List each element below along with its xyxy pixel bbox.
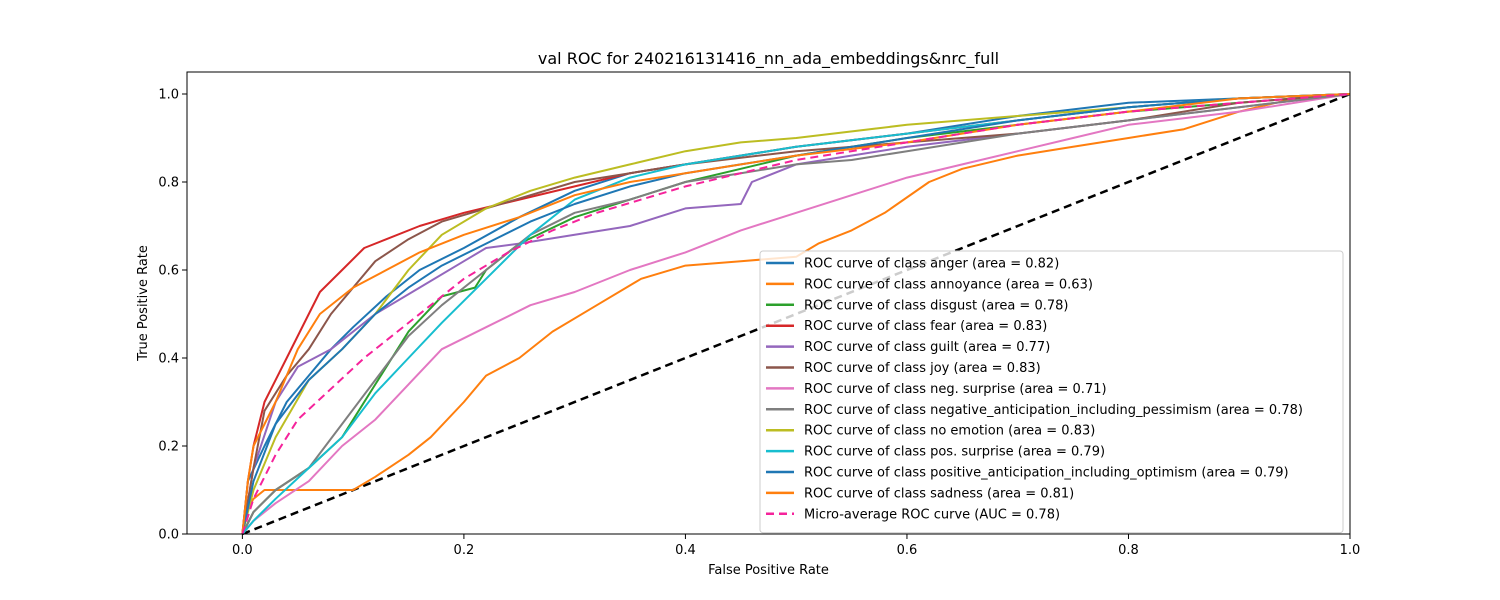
legend-entry-5: ROC curve of class joy (area = 0.83) [804, 361, 1041, 376]
y-tick-label: 0.0 [158, 528, 179, 543]
y-tick-label: 0.4 [158, 352, 179, 367]
x-axis-ticks: 0.0 0.2 0.4 0.6 0.8 1.0 [232, 534, 1360, 558]
x-tick-label: 0.8 [1118, 543, 1139, 558]
x-tick-label: 0.2 [454, 543, 475, 558]
series-line-11 [241, 93, 1351, 535]
series-line-10 [241, 93, 1351, 535]
legend-entry-0: ROC curve of class anger (area = 0.82) [804, 257, 1059, 272]
plot-frame [186, 71, 1351, 535]
legend-entry-7: ROC curve of class negative_anticipation… [804, 403, 1303, 418]
x-tick-label: 0.0 [232, 543, 253, 558]
legend-entry-9: ROC curve of class pos. surprise (area =… [804, 445, 1105, 460]
y-tick-label: 0.8 [158, 176, 179, 191]
legend-entry-1: ROC curve of class annoyance (area = 0.6… [804, 277, 1093, 292]
series-line-6 [241, 93, 1351, 535]
legend: ROC curve of class anger (area = 0.82) RO… [759, 250, 1344, 534]
reference-diagonal-line [241, 92, 1351, 536]
series-line-1 [241, 93, 1351, 535]
x-axis-label: False Positive Rate [708, 563, 829, 578]
y-tick-label: 0.6 [158, 264, 179, 279]
legend-entry-11: ROC curve of class sadness (area = 0.81) [804, 486, 1074, 501]
legend-box [759, 250, 1344, 534]
series-line-0 [241, 93, 1351, 535]
x-tick-label: 0.6 [897, 543, 918, 558]
legend-entry-6: ROC curve of class neg. surprise (area =… [804, 382, 1107, 397]
legend-entry-12: Micro-average ROC curve (AUC = 0.78) [804, 507, 1060, 522]
curves-layer [241, 92, 1351, 536]
x-tick-label: 0.4 [675, 543, 696, 558]
y-tick-label: 0.2 [158, 440, 179, 455]
legend-entry-2: ROC curve of class disgust (area = 0.78) [804, 298, 1068, 313]
legend-entry-3: ROC curve of class fear (area = 0.83) [804, 319, 1047, 334]
series-line-7 [241, 93, 1351, 535]
series-line-12 [241, 93, 1351, 535]
legend-entry-8: ROC curve of class no emotion (area = 0.… [804, 424, 1095, 439]
legend-entry-10: ROC curve of class positive_anticipation… [804, 466, 1289, 481]
x-tick-label: 1.0 [1340, 543, 1361, 558]
y-tick-label: 1.0 [158, 88, 179, 103]
series-line-4 [241, 93, 1351, 535]
y-axis-ticks: 0.0 0.2 0.4 0.6 0.8 1.0 [158, 88, 187, 543]
legend-entry-4: ROC curve of class guilt (area = 0.77) [804, 340, 1050, 355]
chart-title: val ROC for 240216131416_nn_ada_embeddin… [538, 49, 999, 69]
y-axis-label: True Positive Rate [136, 245, 151, 362]
